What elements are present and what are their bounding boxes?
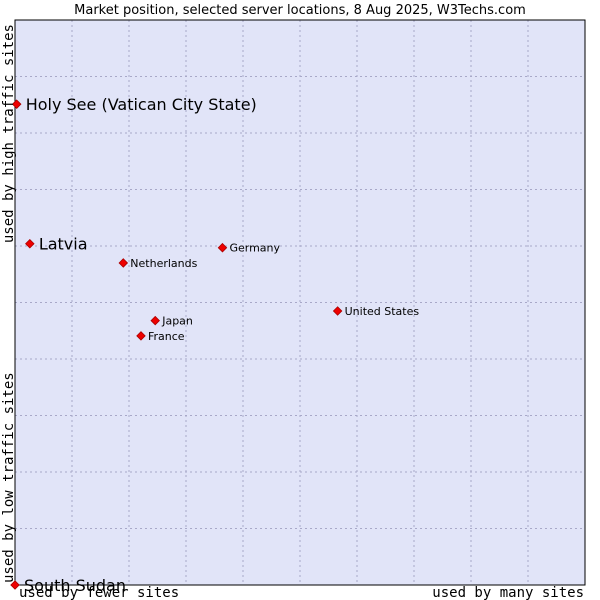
- point-label: Latvia: [39, 235, 88, 254]
- point-label: South Sudan: [24, 576, 126, 595]
- point-label: France: [148, 330, 185, 343]
- data-points: Holy See (Vatican City State) Latvia Germa…: [10, 95, 420, 595]
- x-axis-label-left: used by fewer sites: [19, 585, 179, 600]
- data-point-france: France: [136, 330, 185, 343]
- point-marker: [217, 242, 228, 253]
- point-marker: [10, 580, 20, 590]
- point-label: Holy See (Vatican City State): [26, 95, 257, 114]
- chart-title: Market position, selected server locatio…: [74, 3, 526, 18]
- plot-frame: [14, 19, 586, 586]
- point-marker: [25, 238, 35, 249]
- y-axis-label-bottom: used by low traffic sites: [1, 372, 17, 583]
- point-label: Japan: [161, 315, 193, 328]
- point-marker: [136, 331, 146, 341]
- data-point-latvia: Latvia: [25, 235, 88, 254]
- x-axis-label-right: used by many sites: [432, 585, 584, 600]
- data-point-germany: Germany: [217, 242, 281, 255]
- data-point-japan: Japan: [150, 315, 193, 328]
- grid-lines: [15, 20, 585, 585]
- point-label: Netherlands: [130, 257, 197, 270]
- point-marker: [11, 99, 22, 109]
- point-marker: [332, 306, 343, 316]
- point-marker: [150, 315, 160, 326]
- data-point-netherlands: Netherlands: [118, 257, 198, 270]
- y-axis-label-top: used by high traffic sites: [1, 24, 17, 243]
- data-point-holy-see-vatican-city-state: Holy See (Vatican City State): [11, 95, 257, 114]
- data-point-united-states: United States: [332, 305, 420, 318]
- point-marker: [118, 258, 129, 268]
- point-label: Germany: [229, 242, 280, 255]
- point-label: United States: [345, 305, 420, 318]
- data-point-south-sudan: South Sudan: [10, 576, 126, 595]
